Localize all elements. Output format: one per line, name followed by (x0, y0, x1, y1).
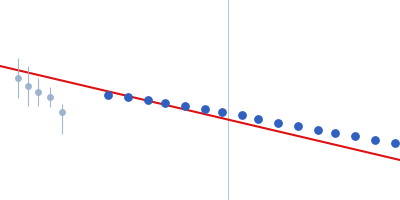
Point (315, 128, 321, 132)
Point (239, 113, 245, 117)
Point (372, 138, 378, 142)
Point (182, 104, 188, 108)
Point (392, 141, 398, 145)
Point (125, 95, 131, 99)
Point (275, 121, 281, 125)
Point (202, 107, 208, 111)
Point (255, 117, 261, 121)
Point (352, 134, 358, 138)
Point (105, 93, 111, 97)
Point (332, 131, 338, 135)
Point (295, 124, 301, 128)
Point (219, 110, 225, 114)
Point (162, 101, 168, 105)
Point (145, 98, 151, 102)
